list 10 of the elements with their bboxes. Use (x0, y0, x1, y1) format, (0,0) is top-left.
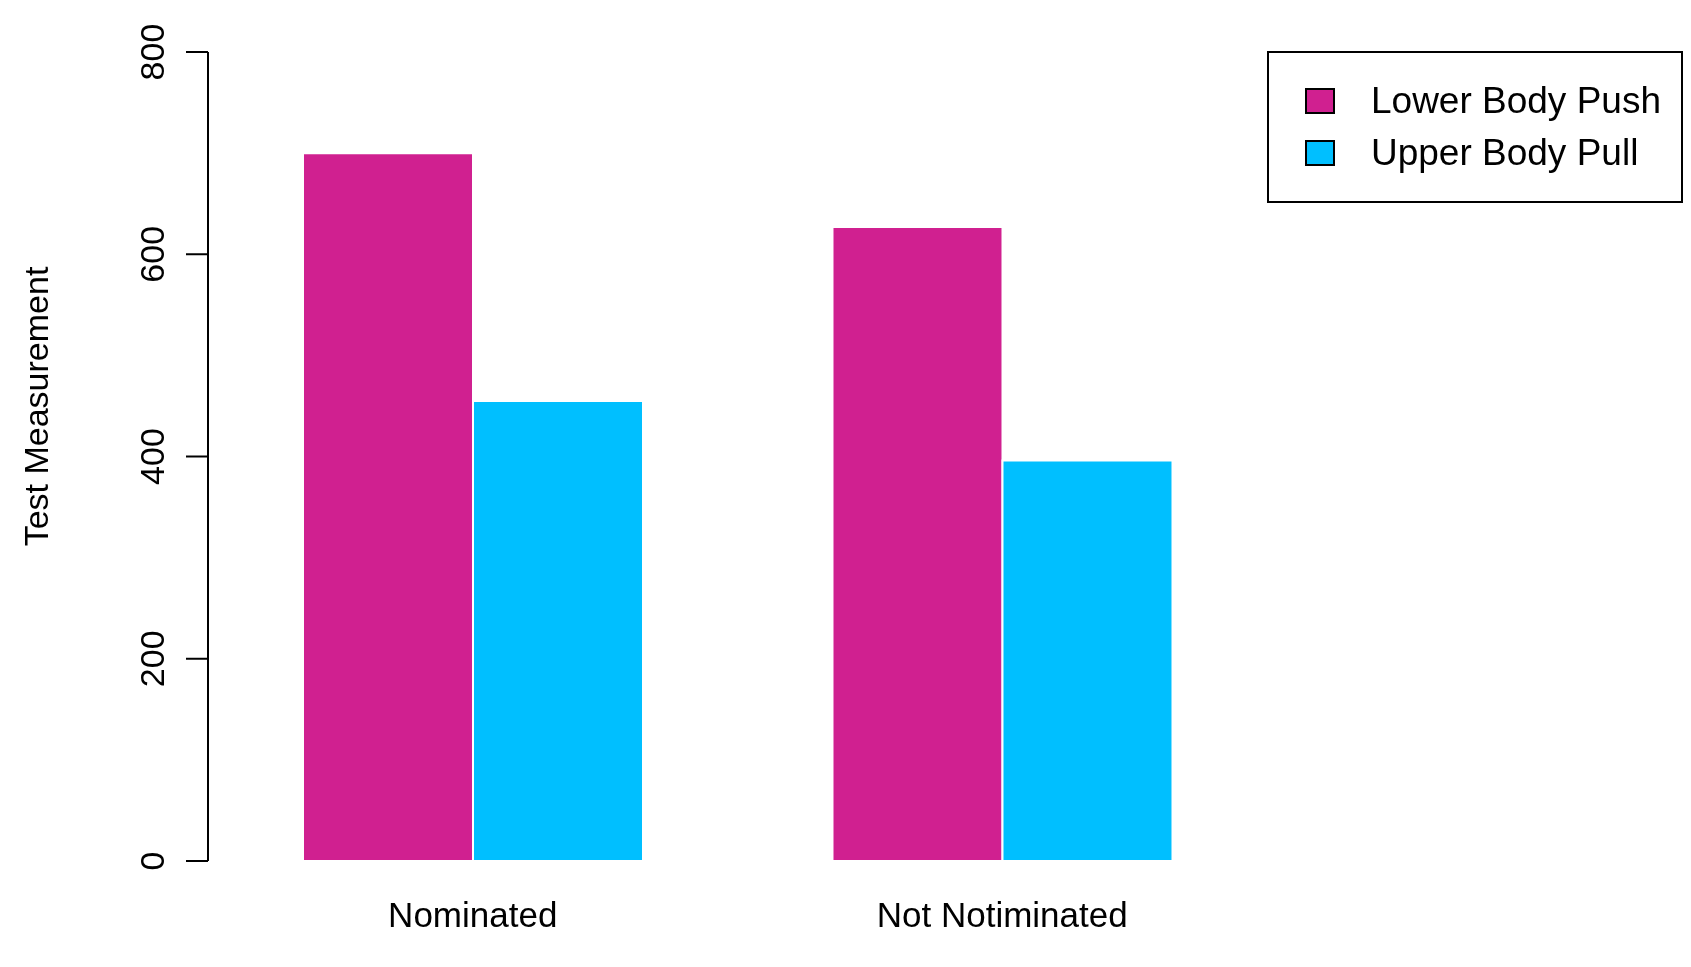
y-tick-label: 200 (133, 630, 171, 688)
y-tick-label: 0 (133, 851, 171, 871)
legend-label: Lower Body Push (1370, 80, 1661, 122)
legend-label: Upper Body Pull (1370, 132, 1639, 174)
x-tick-label: Nominated (388, 895, 558, 934)
y-tick-label: 400 (133, 428, 171, 485)
y-tick-label: 600 (133, 225, 171, 283)
x-tick-label: Not Notiminated (876, 895, 1128, 934)
y-tick-label: 800 (133, 23, 171, 81)
y-axis-title: Test Measurement (17, 266, 55, 547)
